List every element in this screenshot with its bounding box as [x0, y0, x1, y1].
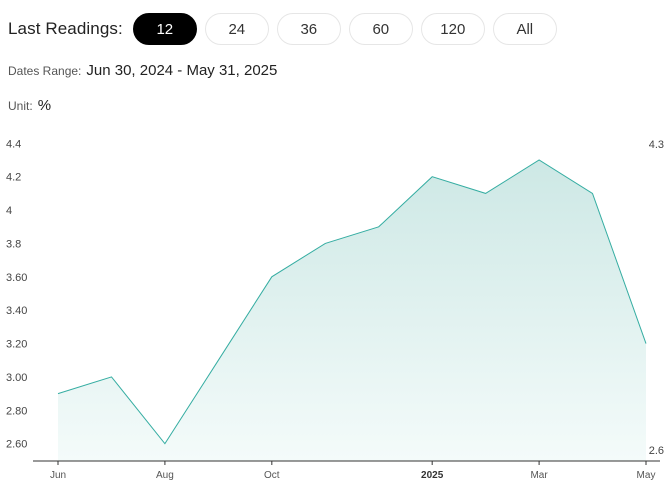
range-button-36[interactable]: 36	[276, 13, 341, 45]
x-axis-ticks: Jun Aug Oct 2025 Mar May	[50, 461, 656, 481]
x-tick-label: May	[637, 470, 656, 481]
y-tick-label: 3.8	[6, 238, 21, 250]
unit-info: Unit: %	[8, 97, 51, 114]
min-value-label: 2.6	[649, 445, 664, 457]
x-tick-label: Oct	[264, 470, 280, 481]
range-button-12[interactable]: 12	[132, 13, 197, 45]
dates-range-value: Jun 30, 2024 - May 31, 2025	[86, 62, 278, 79]
series-line	[57, 159, 647, 445]
y-tick-label: 4	[6, 205, 12, 217]
y-tick-label: 3.00	[6, 372, 27, 384]
dates-range-label: Dates Range:	[8, 64, 82, 78]
max-value-label: 4.3	[649, 139, 664, 151]
range-button-all[interactable]: All	[492, 13, 557, 45]
readings-toolbar: Last Readings: 12 24 36 60 120 All	[0, 12, 565, 46]
x-tick-label: Jun	[50, 470, 66, 481]
dates-range: Dates Range: Jun 30, 2024 - May 31, 2025	[8, 62, 277, 79]
y-axis-ticks: 2.60 2.80 3.00 3.20 3.40 3.60 3.8 4 4.2 4.4	[6, 138, 27, 450]
y-tick-label: 4.4	[6, 138, 21, 150]
y-tick-label: 2.80	[6, 405, 27, 417]
range-button-24[interactable]: 24	[204, 13, 269, 45]
y-tick-label: 3.40	[6, 305, 27, 317]
y-tick-label: 3.60	[6, 272, 27, 284]
range-button-60[interactable]: 60	[348, 13, 413, 45]
area-fill	[58, 160, 646, 461]
x-tick-label: Mar	[530, 470, 548, 481]
range-button-120[interactable]: 120	[420, 13, 485, 45]
y-tick-label: 3.20	[6, 339, 27, 351]
y-tick-label: 4.2	[6, 172, 21, 184]
unit-label: Unit:	[8, 99, 33, 113]
y-tick-label: 2.60	[6, 439, 27, 451]
x-tick-label: Aug	[156, 470, 174, 481]
unit-value: %	[37, 97, 52, 114]
readings-title: Last Readings:	[8, 19, 123, 38]
x-tick-label: 2025	[421, 470, 444, 481]
